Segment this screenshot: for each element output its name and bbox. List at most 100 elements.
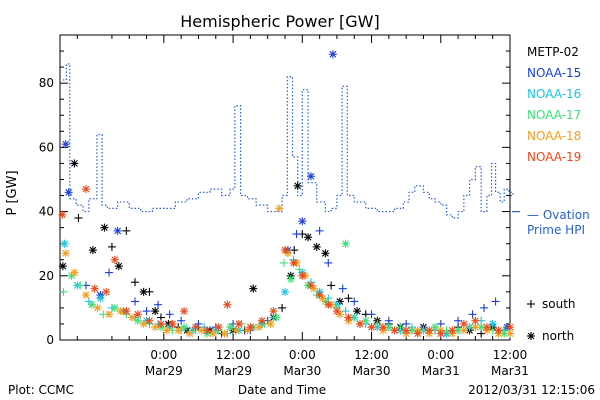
star-stroke [294, 182, 302, 190]
data-point-metp-02 [312, 242, 321, 251]
x-tick-date-label: Mar31 [491, 364, 529, 378]
data-point-noaa-19 [214, 323, 223, 332]
star-stroke [203, 326, 211, 334]
star-stroke [102, 288, 110, 296]
star-stroke [151, 323, 159, 331]
x-tick-time-label: 12:00 [216, 348, 251, 362]
star-stroke [460, 320, 468, 328]
data-point-noaa-19 [482, 323, 491, 332]
y-tick-label: 20 [39, 269, 54, 283]
star-stroke [316, 291, 324, 299]
data-point-noaa-15 [480, 303, 489, 312]
data-point-noaa-17 [361, 316, 370, 325]
star-stroke [290, 259, 298, 267]
data-point-noaa-15 [154, 300, 163, 309]
star-stroke [246, 323, 254, 331]
data-point-noaa-17 [110, 303, 119, 312]
star-stroke [310, 285, 318, 293]
star-stroke [111, 304, 119, 312]
data-point-noaa-15 [454, 316, 463, 325]
data-point-metp-02 [74, 214, 83, 222]
y-axis-label: P [GW] [5, 170, 20, 215]
star-marker-icon [527, 332, 535, 340]
data-point-noaa-15 [468, 310, 477, 319]
star-stroke [272, 314, 280, 321]
star-stroke [437, 330, 445, 337]
y-tick-label: 60 [39, 140, 54, 154]
data-point-noaa-15 [298, 217, 307, 226]
star-stroke [91, 285, 99, 293]
data-point-noaa-19 [436, 329, 445, 338]
data-point-noaa-19 [413, 329, 422, 338]
x-tick-date-label: Mar29 [214, 364, 252, 378]
star-stroke [151, 307, 159, 315]
star-stroke [307, 282, 315, 289]
star-stroke [96, 294, 104, 302]
data-point-noaa-19 [223, 300, 232, 309]
data-point-noaa-15 [350, 297, 359, 306]
star-stroke [61, 240, 69, 248]
legend: METP-02 NOAA-15 NOAA-16 NOAA-17 NOAA-18 NOAA-… [512, 45, 590, 343]
data-point-metp-02 [70, 159, 79, 168]
star-stroke [267, 320, 274, 328]
data-point-metp-02 [327, 281, 336, 290]
star-stroke [197, 326, 205, 334]
star-stroke [391, 326, 399, 334]
star-stroke [128, 314, 136, 321]
data-point-metp-02 [58, 262, 67, 271]
star-stroke [454, 326, 462, 334]
data-point-metp-02 [344, 294, 353, 303]
x-tick-date-label: Mar29 [145, 364, 183, 378]
ovation-legend-sublabel: Prime HPI [527, 223, 585, 237]
star-stroke [324, 301, 332, 309]
marker-key-north: north [542, 329, 574, 343]
star-stroke [62, 140, 70, 148]
star-stroke [82, 291, 90, 299]
data-point-metp-02 [145, 287, 154, 296]
star-stroke [122, 307, 130, 315]
data-point-noaa-19 [332, 307, 341, 316]
data-point-noaa-15 [131, 297, 139, 306]
star-stroke [506, 330, 514, 337]
data-point-noaa-17 [295, 265, 304, 274]
data-point-noaa-15 [328, 50, 337, 59]
x-tick-date-label: Mar31 [422, 364, 460, 378]
data-point-noaa-17 [180, 323, 189, 332]
y-tick-label: 80 [39, 76, 54, 90]
star-stroke [385, 323, 393, 331]
data-point-metp-02 [353, 307, 362, 316]
star-stroke [313, 243, 321, 251]
star-stroke [402, 326, 410, 334]
data-point-noaa-16 [281, 287, 289, 296]
star-stroke [258, 317, 266, 325]
data-point-noaa-19 [459, 319, 468, 328]
star-stroke [140, 288, 148, 296]
star-stroke [362, 317, 370, 325]
data-point-noaa-19 [471, 316, 480, 325]
star-stroke [298, 217, 306, 225]
star-stroke [342, 240, 349, 248]
star-stroke [483, 323, 491, 331]
ovation-hpi-line [62, 63, 514, 219]
data-point-noaa-18 [220, 329, 229, 338]
star-stroke [471, 317, 479, 325]
data-point-noaa-15 [324, 258, 333, 267]
plot-timestamp: 2012/03/31 12:15:06 [468, 383, 595, 397]
data-point-noaa-15 [306, 172, 315, 181]
star-stroke [215, 323, 223, 331]
data-point-noaa-19 [289, 258, 298, 267]
star-stroke [414, 330, 422, 337]
x-tick-time-label: 12:00 [354, 348, 389, 362]
data-point-noaa-15 [105, 268, 114, 277]
data-point-noaa-18 [93, 303, 102, 312]
star-stroke [307, 172, 315, 180]
data-point-noaa-17 [272, 313, 281, 322]
data-point-noaa-19 [379, 323, 388, 332]
data-point-noaa-17 [396, 323, 405, 332]
star-stroke [304, 233, 312, 241]
star-stroke [506, 323, 514, 331]
data-point-noaa-19 [324, 300, 333, 309]
star-stroke [89, 246, 97, 254]
star-stroke [157, 320, 165, 328]
